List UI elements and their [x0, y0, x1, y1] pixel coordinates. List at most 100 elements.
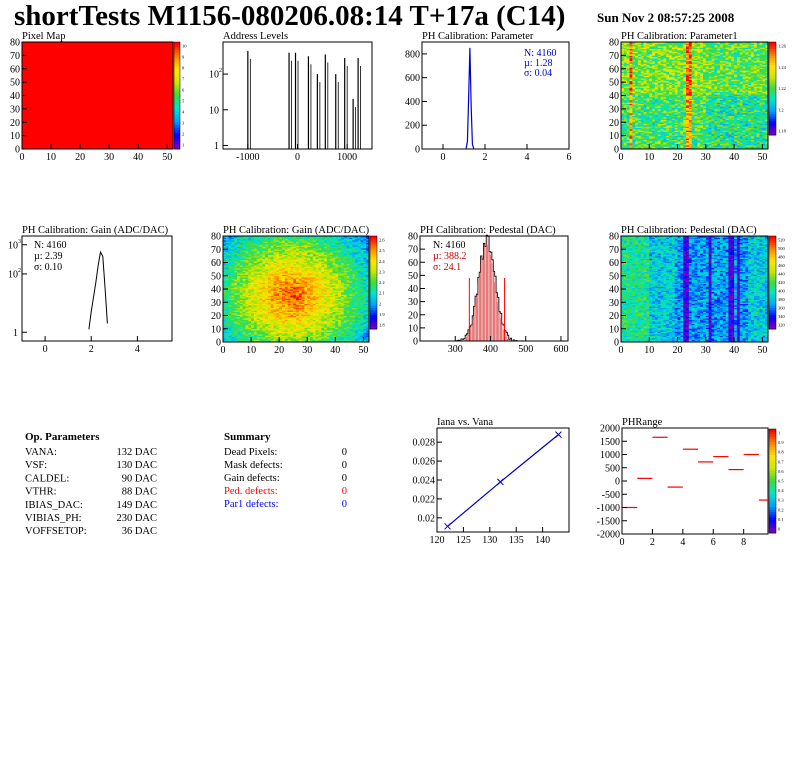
gain2d-cell: [321, 332, 325, 335]
param1-cell: [756, 42, 760, 44]
param1-cell: [632, 60, 636, 63]
param1-cell: [728, 59, 732, 62]
param1-cell: [688, 94, 693, 96]
param1-cell: [637, 143, 642, 146]
param1-cell: [643, 42, 647, 44]
param1-cell: [751, 50, 755, 52]
param1-cell: [640, 120, 645, 123]
gain2d-cell: [284, 334, 288, 336]
param1-cell: [649, 126, 653, 128]
param1-cell: [688, 116, 693, 119]
param1-cell: [660, 84, 664, 87]
param1-cell: [652, 62, 656, 64]
param1-cell: [745, 116, 749, 119]
param1-cell: [714, 58, 718, 60]
param1-cell: [702, 60, 707, 63]
gain2d-cell: [259, 338, 263, 340]
param1-cell: [688, 60, 693, 63]
param1-cell: [708, 103, 712, 106]
param1-cell: [714, 140, 718, 143]
param1-cell: [686, 99, 690, 102]
param1-cell: [753, 132, 758, 135]
param1-cell: [694, 134, 698, 137]
param1-cell: [691, 91, 695, 94]
gain2d-cell: [234, 338, 238, 340]
param1-cell: [674, 94, 678, 96]
param1-cell: [697, 134, 701, 137]
gain2d-cell: [284, 338, 288, 340]
param1-cell: [649, 80, 653, 83]
param1-colorbar-cell: [769, 102, 776, 106]
gain2d-cell: [307, 327, 311, 330]
param1-cell: [708, 43, 712, 46]
param1-cell: [629, 143, 633, 146]
param1-cell: [629, 82, 633, 84]
param1-cell: [649, 138, 653, 141]
param1-cell: [640, 123, 645, 126]
param1-cell: [745, 96, 749, 99]
gain2d-cell: [301, 327, 305, 330]
gain2d-cell: [312, 339, 317, 342]
param1-cell: [686, 66, 690, 68]
param1-cell: [657, 83, 661, 86]
gain2d-cell: [329, 331, 333, 334]
gain2d-cell: [343, 332, 347, 335]
param1-cell: [626, 71, 630, 74]
param1-cell: [640, 124, 645, 127]
param1-cell: [759, 140, 763, 143]
pixelmap-colorbar-cell: [174, 124, 180, 129]
param1-cell: [632, 84, 636, 87]
param1-cell: [652, 90, 656, 92]
param1-cell: [626, 107, 630, 110]
param1-cell: [683, 103, 687, 106]
param1-cell: [731, 59, 735, 62]
param1-cell: [674, 110, 678, 112]
param1-cell: [714, 115, 718, 118]
param1-cell: [765, 128, 769, 131]
param1-cell: [649, 94, 653, 96]
param1-cell: [663, 47, 667, 50]
param1-cell: [660, 80, 664, 83]
param1-cell: [652, 44, 656, 47]
param1-cell: [742, 72, 746, 75]
param1-cell: [643, 80, 647, 83]
param1-cell: [657, 128, 661, 131]
gain2d-cell: [228, 339, 232, 342]
param1-cell: [756, 114, 760, 116]
param1-cell: [756, 54, 760, 56]
param1-cell: [632, 134, 636, 137]
param1-cell: [683, 100, 687, 103]
param1-cell: [691, 128, 695, 131]
param1-cell: [702, 108, 707, 111]
gain2d-cell: [237, 327, 241, 330]
param1-cell: [621, 136, 625, 139]
param1-cell: [717, 75, 721, 78]
param1-cell: [717, 95, 721, 98]
param1-cell: [753, 115, 758, 118]
param1-cell: [671, 138, 676, 141]
param1-cell: [677, 90, 681, 92]
param1-cell: [680, 74, 684, 76]
param1-cell: [745, 70, 749, 72]
param1-cell: [640, 116, 645, 119]
gain2d-cell: [301, 331, 305, 334]
gain2d-cell: [251, 335, 255, 338]
param1-cell: [762, 138, 766, 141]
param1-cell: [643, 64, 647, 67]
param1-cell: [646, 98, 650, 100]
phparam-ytick-label: 800: [405, 49, 420, 60]
param1-cell: [739, 60, 743, 63]
param1-cell: [742, 146, 746, 149]
param1-cell: [643, 47, 647, 50]
param1-cell: [748, 56, 752, 59]
param1-cell: [632, 98, 636, 100]
param1-cell: [742, 80, 746, 83]
param1-cell: [722, 56, 726, 59]
param1-cell: [759, 107, 763, 110]
param1-cell: [649, 78, 653, 80]
gain2d-cell: [262, 327, 266, 330]
param1-cell: [765, 70, 769, 72]
gain2d-cell: [287, 334, 291, 336]
param1-cell: [742, 122, 746, 124]
param1-cell: [640, 48, 645, 51]
